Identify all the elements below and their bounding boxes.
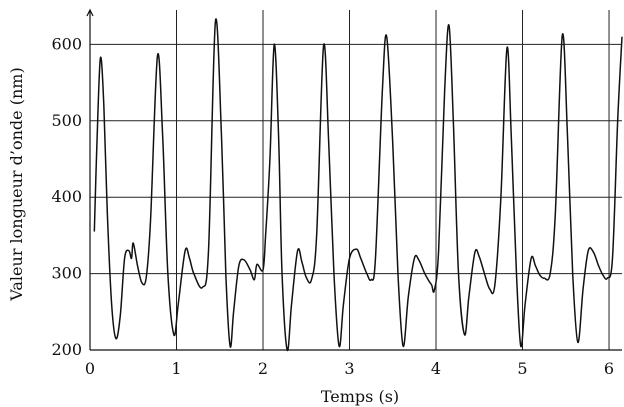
x-tick-label: 2 <box>258 359 268 378</box>
y-tick-label: 200 <box>51 340 82 359</box>
y-axis-label: Valeur longueur d’onde (nm) <box>7 67 26 301</box>
y-tick-label: 400 <box>51 187 82 206</box>
y-tick-label: 500 <box>51 111 82 130</box>
grid-lines <box>90 10 622 351</box>
x-axis-label: Temps (s) <box>321 387 399 406</box>
tick-labels: 200 300 400 500 600 0 1 2 3 4 5 6 <box>51 34 614 378</box>
x-tick-label: 6 <box>604 359 614 378</box>
y-axis-arrow <box>86 8 94 17</box>
axes <box>86 8 622 351</box>
y-tick-label: 600 <box>51 34 82 53</box>
x-tick-label: 0 <box>85 359 95 378</box>
x-tick-label: 1 <box>171 359 181 378</box>
series-line <box>93 18 623 351</box>
y-tick-label: 300 <box>51 264 82 283</box>
x-tick-label: 3 <box>344 359 354 378</box>
x-tick-label: 4 <box>431 359 441 378</box>
x-tick-label: 5 <box>517 359 527 378</box>
